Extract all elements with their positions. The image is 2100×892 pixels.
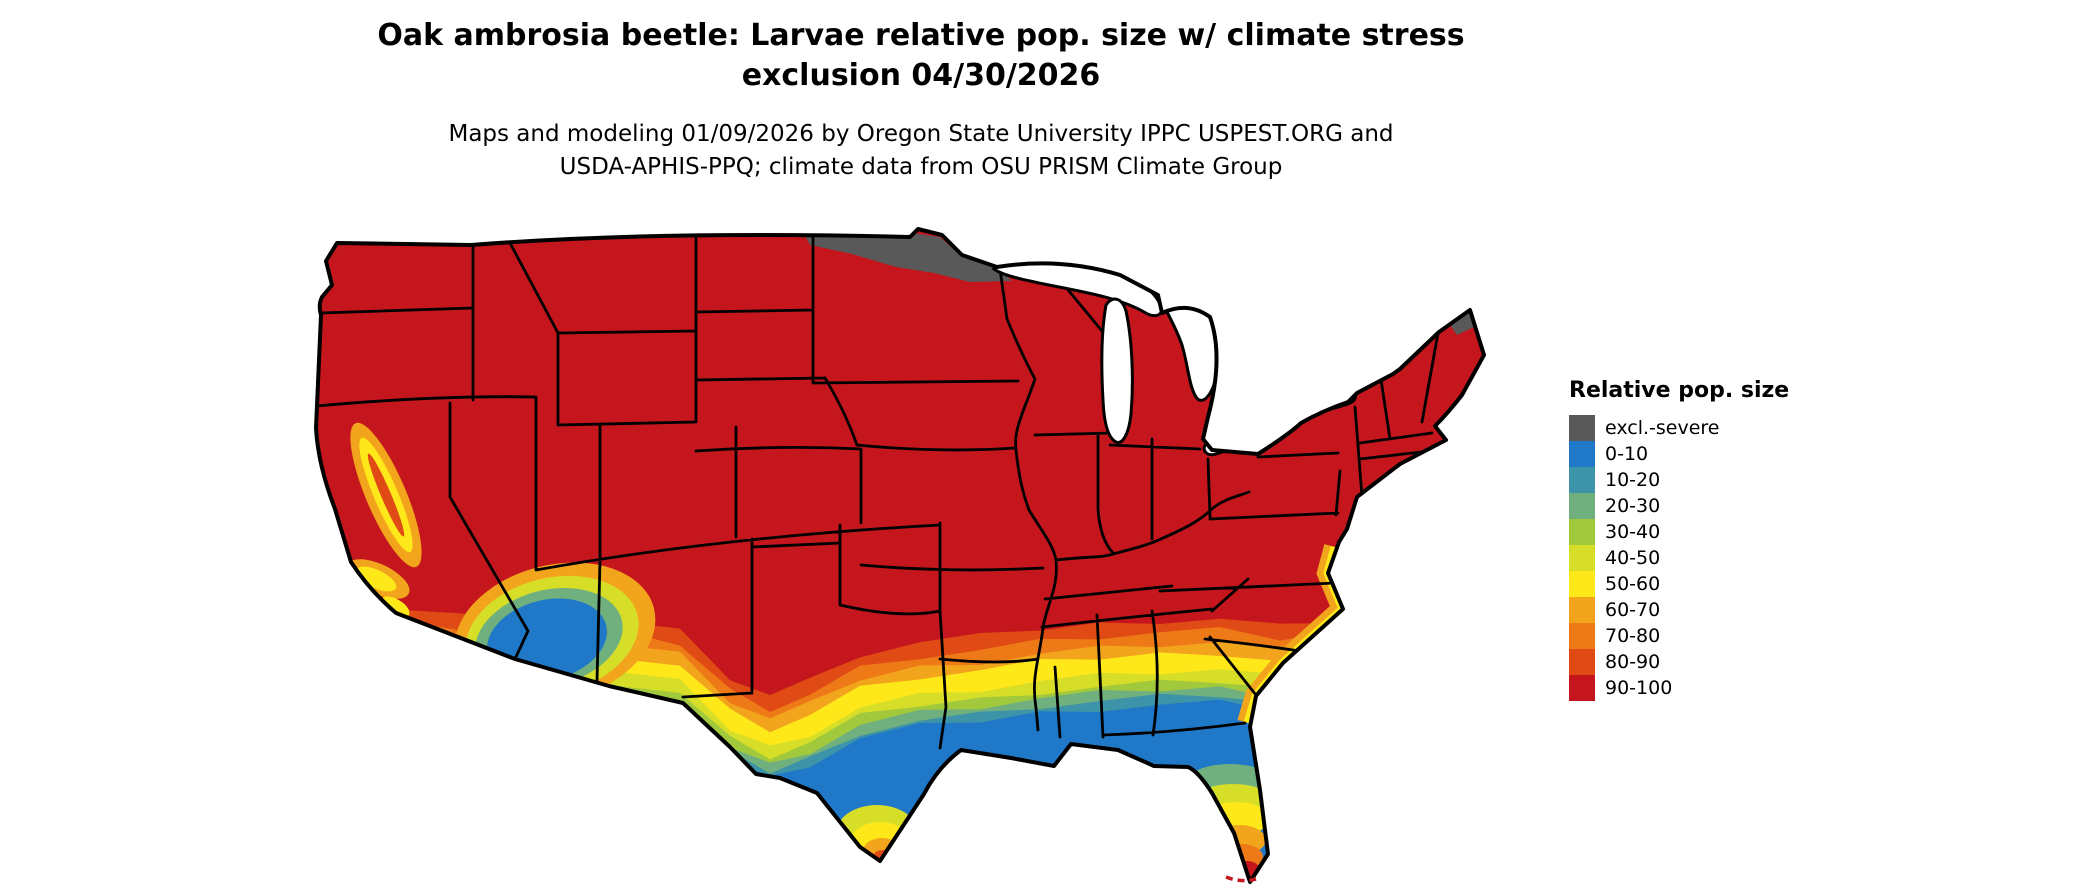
subtitle-line-1: Maps and modeling 01/09/2026 by Oregon S… — [448, 121, 1394, 147]
legend-swatch — [1569, 441, 1595, 467]
legend-label: 20-30 — [1605, 495, 1661, 517]
legend-item: 20-30 — [1569, 493, 1829, 519]
legend-label: 50-60 — [1605, 573, 1661, 595]
us-map-container — [300, 207, 1530, 887]
title-line-2: exclusion 04/30/2026 — [741, 57, 1101, 93]
us-choropleth-map — [314, 227, 1486, 884]
excluded-zone-minnesota — [805, 233, 1012, 282]
excluded-zone-maine — [1446, 309, 1474, 335]
legend-label: 10-20 — [1605, 469, 1661, 491]
legend-item: 30-40 — [1569, 519, 1829, 545]
legend-item: 90-100 — [1569, 675, 1829, 701]
legend-label: 90-100 — [1605, 677, 1673, 699]
lake-michigan — [1100, 297, 1134, 444]
legend-item: 40-50 — [1569, 545, 1829, 571]
southwest-desert-zone — [454, 562, 656, 704]
legend-item: 70-80 — [1569, 623, 1829, 649]
legend-label: 30-40 — [1605, 521, 1661, 543]
legend-swatch — [1569, 545, 1595, 571]
map-legend: Relative pop. size excl.-severe 0-10 10-… — [1569, 378, 1829, 701]
legend-item: 80-90 — [1569, 649, 1829, 675]
legend-item: 0-10 — [1569, 441, 1829, 467]
socal-coastal-patches — [346, 559, 410, 618]
legend-swatch — [1569, 649, 1595, 675]
map-subtitle: Maps and modeling 01/09/2026 by Oregon S… — [0, 118, 1842, 185]
subtitle-line-2: USDA-APHIS-PPQ; climate data from OSU PR… — [559, 154, 1283, 181]
legend-swatch — [1569, 675, 1595, 701]
legend-swatch — [1569, 467, 1595, 493]
legend-item: excl.-severe — [1569, 415, 1829, 441]
title-line-1: Oak ambrosia beetle: Larvae relative pop… — [377, 18, 1465, 53]
legend-swatch — [1569, 415, 1595, 441]
legend-item: 50-60 — [1569, 571, 1829, 597]
legend-label: excl.-severe — [1605, 417, 1720, 439]
legend-item: 10-20 — [1569, 467, 1829, 493]
legend-title: Relative pop. size — [1569, 378, 1790, 403]
legend-label: 40-50 — [1605, 547, 1661, 569]
legend-swatch — [1569, 597, 1595, 623]
central-valley-zone — [350, 422, 422, 568]
map-title: Oak ambrosia beetle: Larvae relative pop… — [0, 16, 1842, 95]
legend-label: 80-90 — [1605, 651, 1661, 673]
legend-label: 0-10 — [1605, 443, 1649, 465]
florida-keys — [1225, 875, 1257, 883]
legend-label: 70-80 — [1605, 625, 1661, 647]
legend-label: 60-70 — [1605, 599, 1661, 621]
legend-swatch — [1569, 493, 1595, 519]
legend-swatch — [1569, 571, 1595, 597]
legend-item: 60-70 — [1569, 597, 1829, 623]
legend-swatch — [1569, 519, 1595, 545]
legend-swatch — [1569, 623, 1595, 649]
state-boundaries — [316, 231, 1440, 750]
us-outline — [314, 227, 1486, 884]
south-texas-zone — [835, 805, 919, 865]
